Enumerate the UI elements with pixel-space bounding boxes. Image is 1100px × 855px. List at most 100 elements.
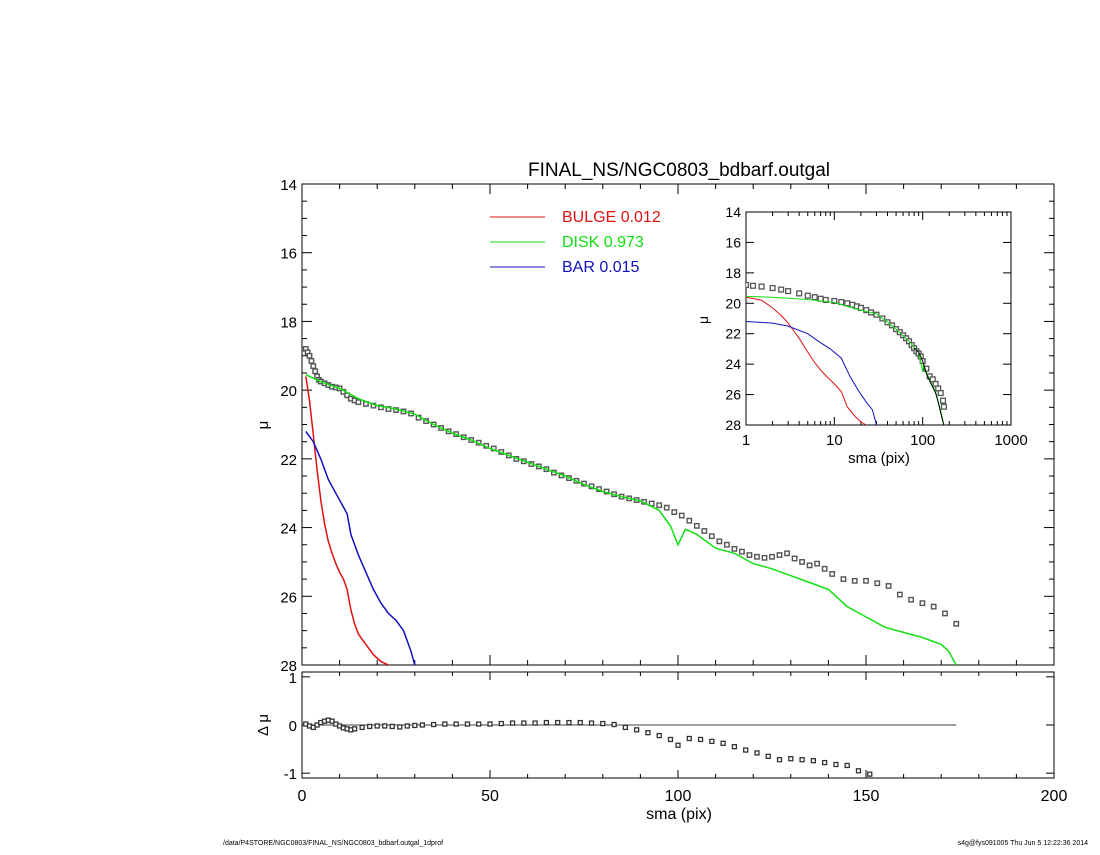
main-y-tick-label: 24 — [280, 521, 297, 538]
data-point-marker — [784, 550, 790, 557]
residual-marker — [543, 719, 550, 726]
inset-model-total-line — [913, 347, 945, 425]
residual-x-tick-label: 200 — [1041, 788, 1068, 805]
residual-marker — [453, 721, 459, 727]
main-title: FINAL_NS/NGC0803_bdbarf.outgal — [528, 160, 830, 181]
data-point-marker — [799, 559, 805, 565]
residual-marker — [442, 721, 448, 727]
inset-data-marker — [746, 281, 750, 289]
data-point-marker — [829, 571, 836, 577]
residual-x-tick-label: 150 — [853, 788, 880, 805]
data-point-marker — [308, 358, 315, 364]
data-point-marker — [693, 522, 700, 529]
inset-x-tick-label: 1000 — [994, 432, 1027, 449]
residual-marker — [359, 724, 365, 731]
residual-marker — [566, 719, 572, 726]
data-point-marker — [716, 538, 723, 545]
residual-marker — [509, 720, 516, 726]
main-y-tick-label: 22 — [280, 452, 297, 469]
data-point-marker — [355, 399, 362, 406]
inset-y-tick-label: 24 — [725, 356, 741, 372]
bulge-profile-line — [305, 376, 389, 665]
residual-marker — [821, 759, 828, 766]
main-y-tick-label: 20 — [280, 383, 297, 400]
legend-label: BAR 0.015 — [562, 259, 639, 276]
residual-marker — [765, 753, 771, 759]
main-y-tick-label: 26 — [280, 589, 297, 606]
inset-data-marker — [769, 285, 776, 292]
inset-plot-frame — [745, 211, 1012, 426]
footer-timestamp: s4g@fys091005 Thu Jun 5 12:22:36 2014 — [957, 840, 1088, 847]
residual-marker — [645, 730, 651, 736]
inset-plot: 1 10 100 1000 14 16 18 20 22 24 26 28 μ sma (pix) — [695, 204, 1028, 467]
main-y-tick-label: 16 — [280, 246, 297, 263]
inset-data-marker — [939, 397, 947, 404]
legend-label: DISK 0.973 — [562, 234, 644, 251]
residual-marker — [656, 732, 662, 739]
residual-marker — [867, 771, 873, 777]
inset-y-tick-label: 26 — [725, 387, 741, 403]
data-point-marker — [663, 504, 670, 511]
data-point-marker — [701, 528, 708, 534]
inset-y-tick-label: 18 — [725, 265, 741, 281]
residual-marker — [464, 721, 471, 727]
residual-marker — [389, 723, 395, 730]
data-point-marker — [739, 548, 745, 555]
residual-marker — [788, 756, 794, 762]
legend-label: BULGE 0.012 — [562, 209, 661, 226]
main-legend: BULGE 0.012 DISK 0.973 BAR 0.015 — [490, 209, 661, 276]
inset-data-marker — [804, 292, 811, 299]
residual-marker — [833, 761, 839, 768]
inset-x-tick-label: 100 — [910, 432, 935, 449]
residual-marker — [577, 719, 583, 726]
residual-marker — [743, 747, 749, 753]
residual-marker — [633, 727, 640, 733]
residual-marker — [329, 718, 335, 724]
data-point-marker — [708, 533, 715, 540]
data-point-marker — [930, 603, 937, 610]
inset-data-marker — [844, 300, 851, 307]
residual-x-tick-label: 50 — [481, 788, 499, 805]
residual-marker — [419, 722, 425, 728]
inset-data-marker — [937, 389, 944, 397]
residual-marker — [855, 768, 862, 774]
residual-y-tick-label: 1 — [289, 670, 297, 687]
data-point-marker — [312, 368, 319, 375]
inset-y-tick-label: 14 — [725, 204, 741, 220]
residual-marker — [731, 744, 738, 750]
data-point-marker — [776, 552, 783, 558]
inset-data-marker — [873, 311, 880, 318]
data-point-marker — [731, 545, 738, 552]
data-point-marker — [385, 406, 392, 412]
inset-data-marker — [831, 297, 838, 305]
residual-x-tick-label: 100 — [665, 788, 692, 805]
residual-marker — [404, 723, 410, 729]
data-point-marker — [885, 583, 892, 589]
residual-y-tick-label: -1 — [284, 766, 297, 783]
residual-marker — [588, 720, 595, 726]
main-y-tick-label: 18 — [280, 314, 297, 331]
residual-marker — [799, 757, 805, 763]
data-point-marker — [746, 552, 753, 558]
residual-x-tick-label: 0 — [298, 788, 307, 805]
data-point-marker — [761, 554, 768, 561]
data-point-marker — [953, 620, 960, 627]
disk-profile-line — [305, 374, 957, 665]
residual-marker — [611, 721, 617, 728]
residual-marker — [754, 750, 760, 756]
residual-marker — [476, 721, 482, 727]
data-point-marker — [754, 553, 760, 560]
residual-marker — [430, 721, 437, 728]
inset-data-marker — [796, 290, 803, 297]
inset-data-marker — [811, 294, 818, 301]
data-point-marker — [896, 591, 903, 598]
inset-x-tick-label: 1 — [742, 432, 750, 449]
main-plot: FINAL_NS/NGC0803_bdbarf.outgal 14 16 18 20 2… — [255, 160, 1055, 675]
residual-marker — [810, 758, 817, 764]
residual-marker — [600, 720, 606, 727]
residual-marker — [776, 757, 783, 763]
residual-marker — [532, 720, 538, 726]
residual-marker — [622, 724, 629, 731]
residual-y-axis-label: Δ μ — [255, 714, 272, 736]
